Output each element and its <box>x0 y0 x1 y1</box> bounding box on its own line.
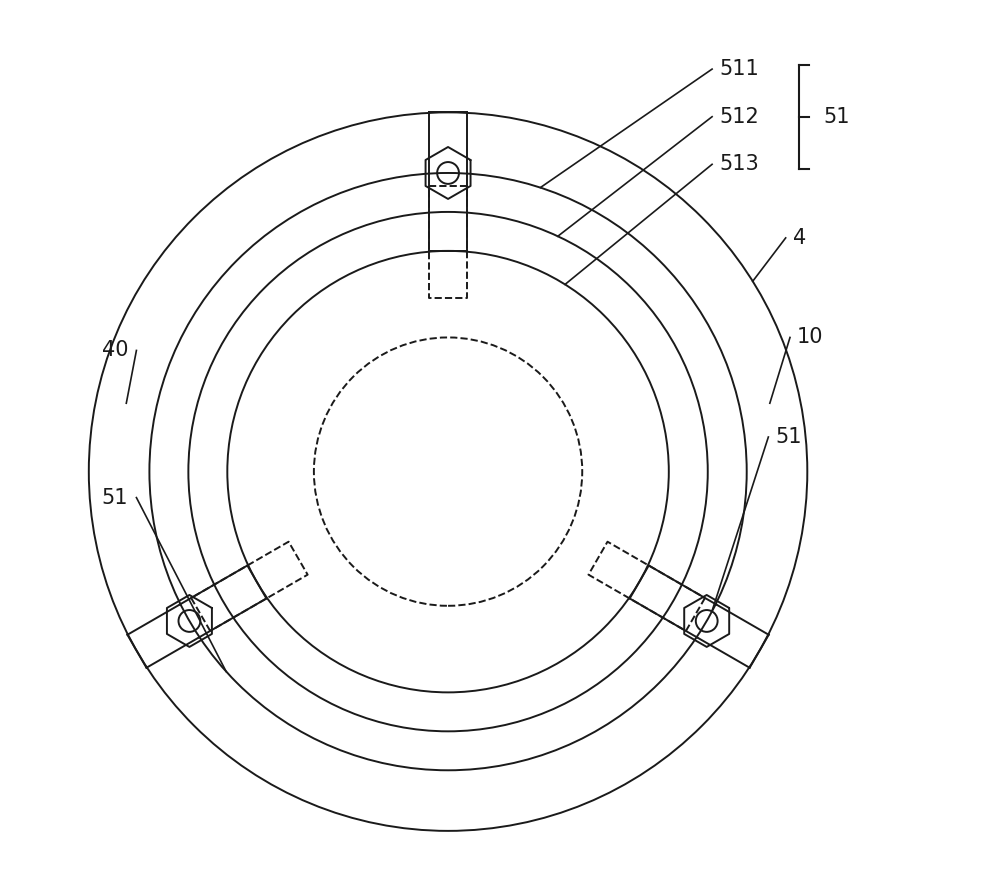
Text: 513: 513 <box>719 155 759 174</box>
Text: 512: 512 <box>719 107 759 127</box>
Text: 51: 51 <box>102 488 128 508</box>
Text: 51: 51 <box>823 107 849 127</box>
Text: 10: 10 <box>797 328 823 348</box>
Text: 511: 511 <box>719 59 759 79</box>
Text: 51: 51 <box>775 427 802 447</box>
Text: 40: 40 <box>102 341 128 360</box>
Text: 4: 4 <box>793 228 806 248</box>
